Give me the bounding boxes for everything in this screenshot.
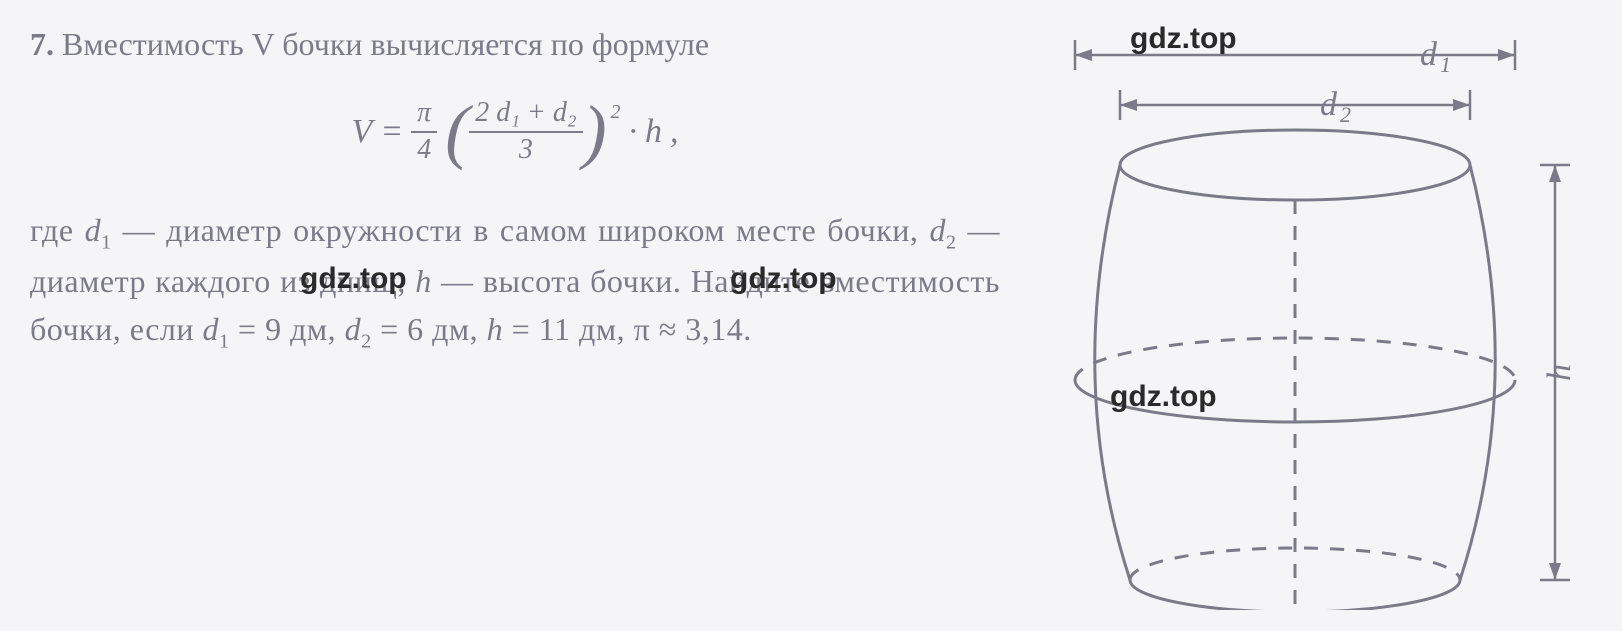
- formula-block: V = π 4 ( 2 d₁ + d₂ 3 ) 2 · h ,: [30, 98, 1000, 166]
- formula: V = π 4 ( 2 d₁ + d₂ 3 ) 2 · h ,: [351, 98, 678, 166]
- d1eq: d: [203, 311, 220, 347]
- svg-text:2: 2: [1340, 102, 1351, 127]
- formula-eq: =: [380, 106, 403, 157]
- paragraph-2: где d1 — диаметр окружности в самом широ…: [30, 206, 1000, 357]
- formula-dot: ·: [629, 106, 638, 157]
- heq: h: [487, 311, 504, 347]
- inner-num: 2 d₁ + d₂: [469, 98, 582, 133]
- d2val: = 6 дм,: [372, 311, 487, 347]
- barrel-diagram: d 1 d 2: [1040, 20, 1600, 610]
- d2sub: 2: [946, 231, 957, 253]
- formula-V: V: [351, 106, 372, 157]
- d1sub: 1: [101, 231, 112, 253]
- frac-num-pi: π: [411, 98, 437, 133]
- watermark-2: gdz.top: [300, 262, 407, 296]
- hval: = 11 дм, π ≈ 3,14.: [503, 311, 752, 347]
- barrel-svg: d 1 d 2: [1040, 20, 1600, 610]
- svg-text:d: d: [1320, 86, 1338, 123]
- exponent: 2: [611, 97, 621, 127]
- hv: h: [415, 263, 432, 299]
- d2eqsub: 2: [361, 330, 372, 352]
- svg-text:1: 1: [1440, 52, 1451, 77]
- d2eq: d: [345, 311, 362, 347]
- formula-h: h: [645, 106, 662, 157]
- right-paren: ): [583, 103, 607, 161]
- problem-number: 7.: [30, 26, 54, 62]
- paren-group: ( 2 d₁ + d₂ 3 ) 2: [445, 98, 620, 166]
- text-content: 7. Вместимость V бочки вычисляется по фо…: [30, 20, 1000, 356]
- paragraph-1: 7. Вместимость V бочки вычисляется по фо…: [30, 20, 1000, 68]
- left-paren: (: [445, 103, 469, 161]
- watermark-4: gdz.top: [1110, 380, 1217, 414]
- t01: где: [30, 212, 85, 248]
- para1-text: Вместимость V бочки вычисляется по форму…: [62, 26, 709, 62]
- d2v: d: [929, 212, 946, 248]
- frac-pi-4: π 4: [411, 98, 437, 166]
- d1val: = 9 дм,: [230, 311, 345, 347]
- d1v: d: [85, 212, 102, 248]
- inner-frac: 2 d₁ + d₂ 3: [469, 98, 582, 166]
- d1eqsub: 1: [219, 330, 230, 352]
- svg-text:h: h: [1541, 364, 1578, 381]
- frac-den-4: 4: [411, 133, 437, 166]
- formula-comma: ,: [670, 106, 679, 157]
- inner-den: 3: [513, 133, 539, 166]
- t02: — диаметр окружности в самом широком мес…: [112, 212, 930, 248]
- watermark-3: gdz.top: [730, 262, 837, 296]
- svg-text:d: d: [1420, 36, 1438, 73]
- problem-container: 7. Вместимость V бочки вычисляется по фо…: [30, 20, 1592, 610]
- watermark-1: gdz.top: [1130, 22, 1237, 56]
